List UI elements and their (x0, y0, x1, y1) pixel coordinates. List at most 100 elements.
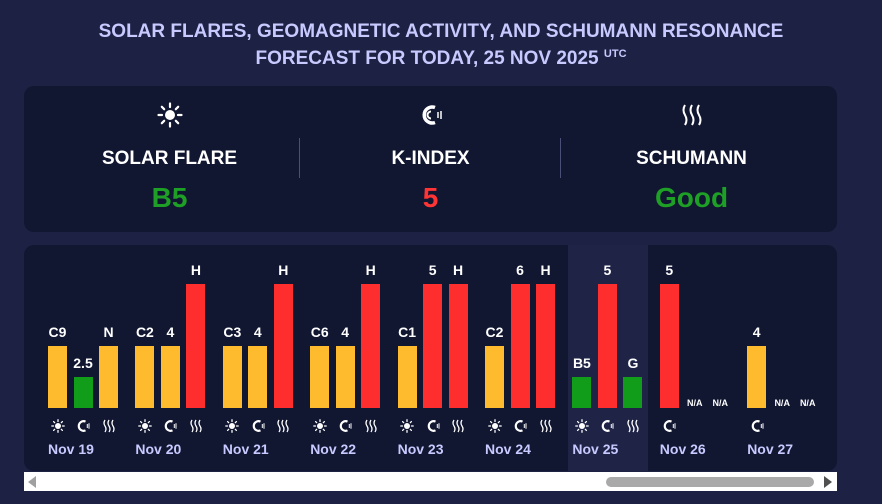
chart-scrollbar[interactable] (24, 472, 837, 491)
day-label: Nov 27 (747, 441, 794, 457)
sun-icon (400, 419, 414, 433)
bar-kindex (160, 346, 180, 408)
bar-label-na: N/A (712, 398, 729, 408)
magnet-icon (426, 419, 440, 433)
bar-label: C3 (223, 324, 242, 340)
day-label: Nov 21 (222, 441, 269, 457)
title-line-1: SOLAR FLARES, GEOMAGNETIC ACTIVITY, AND … (98, 21, 784, 42)
bar-schumann (186, 284, 206, 408)
forecast-chart[interactable]: H C9 2.5 N Nov 19 C2 4 H Nov 20 C3 4 H Nov 21 C6 4 H Nov… (24, 245, 837, 471)
bar-kindex (423, 284, 443, 408)
page-title: SOLAR FLARES, GEOMAGNETIC ACTIVITY, AND … (0, 18, 882, 75)
bar-label: 4 (166, 324, 175, 340)
magnet-icon (662, 419, 676, 433)
bar-label-na: N/A (799, 398, 816, 408)
bar-label: C6 (310, 324, 329, 340)
day-label: Nov 20 (135, 441, 182, 457)
schumann-value: Good (654, 182, 729, 213)
bar-label: H (540, 262, 551, 278)
magnet-icon (338, 419, 352, 433)
magnet-icon (251, 419, 265, 433)
bar-solar (135, 346, 155, 408)
bar-kindex (510, 284, 530, 408)
k-index-value: 5 (422, 182, 439, 213)
bar-solar (485, 346, 504, 408)
bar-label-na: N/A (774, 398, 790, 408)
schumann-label: SCHUMANN (636, 148, 747, 169)
solar-flare-value: B5 (151, 182, 188, 213)
day-label: Nov 23 (397, 441, 444, 457)
magnet-icon (76, 419, 90, 433)
bar-label: C2 (485, 324, 504, 340)
waves-icon (189, 419, 203, 433)
magnet-icon (295, 102, 566, 128)
magnet-icon (513, 419, 527, 433)
waves-icon (364, 419, 378, 433)
bar-label: 4 (752, 324, 761, 340)
title-line-2: FORECAST FOR TODAY, 25 NOV 2025 UTC (0, 45, 882, 75)
waves-icon (102, 419, 116, 433)
bar-label: G (627, 355, 639, 371)
magnet-icon (163, 419, 177, 433)
bar-label: 4 (341, 324, 350, 340)
scroll-left-arrow-icon[interactable] (28, 476, 36, 488)
solar-flare-label: SOLAR FLARE (101, 148, 238, 169)
bar-label: 6 (516, 262, 524, 278)
waves-icon (539, 419, 553, 433)
divider (560, 138, 561, 178)
bar-label: C1 (398, 324, 417, 340)
bar-label: C9 (48, 324, 67, 340)
sun-icon (225, 419, 240, 433)
bar-solar (572, 377, 592, 408)
scrollbar-thumb[interactable] (606, 477, 814, 487)
bar-label: 5 (603, 262, 612, 278)
bar-label-na: N/A (687, 398, 703, 408)
bar-label: H (365, 262, 376, 278)
day-label: Nov 26 (659, 441, 706, 457)
day-label: Nov 24 (485, 441, 531, 457)
bar-solar (310, 346, 330, 408)
magnet-icon (600, 419, 614, 433)
day-label: Nov 25 (572, 441, 619, 457)
divider (299, 138, 300, 178)
bar-label: C2 (135, 324, 154, 340)
bar-label: H (278, 262, 289, 278)
bar-kindex (335, 346, 355, 408)
summary-panel: SOLAR FLARE B5 K-INDEX 5 SCHUMANN Good (24, 86, 837, 232)
waves-icon (276, 419, 290, 433)
bar-schumann (361, 284, 381, 408)
sun-icon (34, 102, 305, 128)
bar-label: 2.5 (73, 355, 93, 371)
bar-solar (222, 346, 242, 408)
scroll-right-arrow-icon[interactable] (824, 476, 832, 488)
sun-icon (312, 419, 327, 433)
bar-solar (48, 346, 67, 408)
k-index-label: K-INDEX (391, 148, 470, 169)
bar-schumann (536, 284, 555, 408)
bar-label: B5 (572, 355, 591, 371)
bar-kindex (597, 284, 617, 408)
bar-label: 5 (428, 262, 437, 278)
sun-icon (575, 419, 589, 433)
k-index-summary: K-INDEX 5 (295, 86, 566, 232)
bar-schumann (273, 284, 293, 408)
sun-icon (138, 419, 152, 433)
waves-icon (556, 102, 827, 128)
bar-kindex (248, 346, 268, 408)
day-label: Nov 19 (48, 441, 94, 457)
bar-kindex (659, 284, 679, 408)
title-utc: UTC (603, 48, 627, 60)
waves-icon (626, 419, 640, 433)
magnet-icon (750, 419, 764, 433)
schumann-summary: SCHUMANN Good (556, 86, 827, 232)
bar-label: H (190, 262, 201, 278)
day-label: Nov 22 (310, 441, 357, 457)
sun-icon (50, 419, 65, 433)
title-line-2-text: FORECAST FOR TODAY, 25 NOV 2025 (255, 48, 599, 69)
bar-label: 4 (253, 324, 262, 340)
bar-label: H (453, 262, 464, 278)
bar-schumann (448, 284, 468, 408)
waves-icon (451, 419, 465, 433)
bar-schumann (623, 377, 643, 408)
bar-schumann (99, 346, 118, 408)
